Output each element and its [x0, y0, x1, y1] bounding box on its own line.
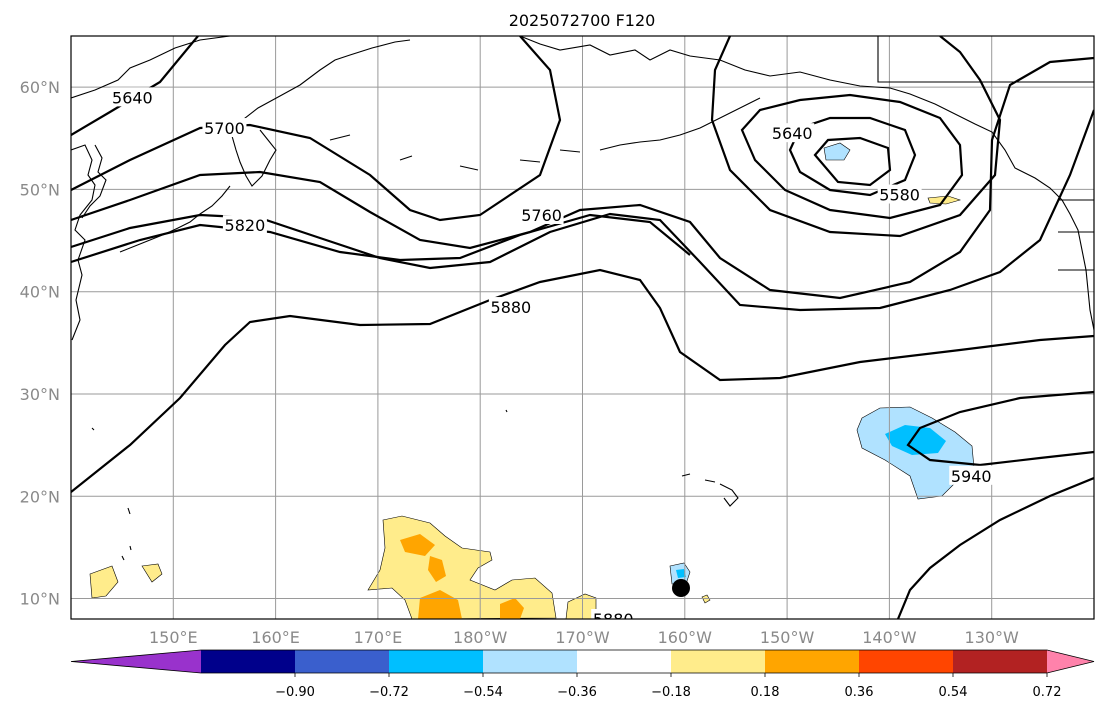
contour-label-halo [770, 123, 815, 143]
positive-anomaly-region [141, 563, 163, 583]
contour-label: 5880 [491, 298, 532, 317]
height-contour [71, 213, 691, 264]
pacific-islands [91, 409, 508, 561]
contour-labels: 5640 5700 5820 5760 5880 5640 5580 5940 5880 [110, 87, 994, 629]
alaska-coastline [519, 36, 1094, 331]
negative-anomaly-core [885, 425, 946, 455]
contour-label-halo [222, 215, 267, 235]
contour-label: 5580 [879, 186, 920, 205]
colorbar-segment [201, 650, 296, 673]
height-contour [788, 116, 917, 197]
height-contour [71, 56, 1094, 300]
hawaiian-islands [681, 473, 739, 507]
longitude-tick-label: 150°W [760, 628, 815, 647]
contour-label-halo [591, 609, 636, 619]
colorbar-tick-label: 0.54 [939, 685, 968, 700]
contour-label-halo [488, 297, 533, 317]
contour-label: 5820 [225, 216, 266, 235]
colorbar-segment [765, 650, 860, 673]
longitude-tick-label: 160°E [251, 628, 300, 647]
contour-label: 5760 [521, 206, 562, 225]
colorbar-min-extension [71, 650, 201, 673]
positive-anomaly-core [500, 598, 524, 619]
negative-anomaly-region [823, 142, 851, 161]
colorbar-segment [295, 650, 390, 673]
longitude-tick-label: 140°W [862, 628, 917, 647]
contour-label-halo [519, 204, 564, 224]
anomaly-shading [89, 142, 975, 619]
colorbar-outline [70, 649, 1095, 674]
political-border [877, 36, 1094, 271]
height-contour [813, 136, 892, 187]
colorbar-tick-label: −0.18 [651, 685, 691, 700]
colorbar-tick-label: 0.18 [751, 685, 780, 700]
longitude-labels: 150°E 160°E 170°E 180°W 170°W 160°W 150°W 140°W… [149, 628, 1019, 647]
latitude-tick-label: 20°N [20, 487, 60, 506]
colorbar-tick-label: −0.54 [463, 685, 503, 700]
colorbar [70, 649, 1095, 674]
positive-anomaly-region [89, 565, 119, 599]
kuril-islands [119, 185, 231, 253]
contour-label: 5640 [112, 88, 153, 107]
graticule [71, 36, 1094, 619]
colorbar-tick-label: 0.72 [1033, 685, 1062, 700]
aleutian-islands [329, 97, 761, 171]
contour-label: 5880 [593, 610, 634, 629]
latitude-tick-label: 30°N [20, 385, 60, 404]
colorbar-tick-label: −0.36 [557, 685, 597, 700]
positive-anomaly-core [418, 590, 462, 619]
colorbar-labels: −0.90 −0.72 −0.54 −0.36 −0.18 0.18 0.36 0.54 0.7… [275, 673, 1062, 700]
colorbar-segment [671, 650, 766, 673]
latitude-tick-label: 50°N [20, 180, 60, 199]
contour-label: 5700 [204, 119, 245, 138]
map-title: 2025072700 F120 [509, 11, 656, 30]
colorbar-segment [483, 650, 578, 673]
height-contour [896, 476, 1094, 619]
contour-label-halo [110, 87, 155, 107]
latitude-tick-label: 60°N [20, 78, 60, 97]
height-contours [71, 36, 1094, 619]
map-frame [70, 35, 1095, 620]
height-contour [71, 109, 1094, 312]
colorbar-segment [859, 650, 954, 673]
contour-label-halo [949, 465, 994, 485]
positive-anomaly-core [428, 556, 446, 582]
height-contour [71, 268, 1094, 493]
colorbar-segment [389, 650, 484, 673]
longitude-tick-label: 170°W [555, 628, 610, 647]
colorbar-tick-label: −0.72 [369, 685, 409, 700]
height-contour [740, 93, 964, 220]
longitude-tick-label: 150°E [149, 628, 198, 647]
longitude-tick-label: 180°W [453, 628, 508, 647]
contour-label-halo [202, 118, 247, 138]
contour-label-halo [877, 184, 922, 204]
height-contour [906, 390, 1094, 467]
longitude-tick-label: 160°W [658, 628, 713, 647]
contour-label: 5640 [772, 124, 813, 143]
colorbar-tick-label: −0.90 [275, 685, 315, 700]
coastlines [71, 36, 1094, 561]
contour-label: 5940 [951, 467, 992, 486]
colorbar-tick-label: 0.36 [845, 685, 874, 700]
latitude-labels: 60°N 50°N 40°N 30°N 20°N 10°N [20, 78, 60, 608]
storm-center-marker [672, 579, 690, 597]
positive-anomaly-region [367, 515, 557, 619]
kamchatka-coastline [231, 39, 411, 187]
negative-anomaly-core [676, 569, 686, 578]
colorbar-max-extension [1047, 650, 1094, 673]
colorbar-segment [953, 650, 1048, 673]
latitude-tick-label: 10°N [20, 590, 60, 609]
longitude-tick-label: 170°E [354, 628, 403, 647]
height-contour [710, 36, 1002, 238]
japan-coastline [81, 144, 107, 219]
colorbar-segment [577, 650, 672, 673]
latitude-tick-label: 40°N [20, 283, 60, 302]
height-contour [71, 36, 562, 222]
height-contour [71, 36, 199, 136]
positive-anomaly-core [400, 534, 435, 556]
longitude-tick-label: 130°W [965, 628, 1020, 647]
asia-coastline [71, 36, 231, 341]
